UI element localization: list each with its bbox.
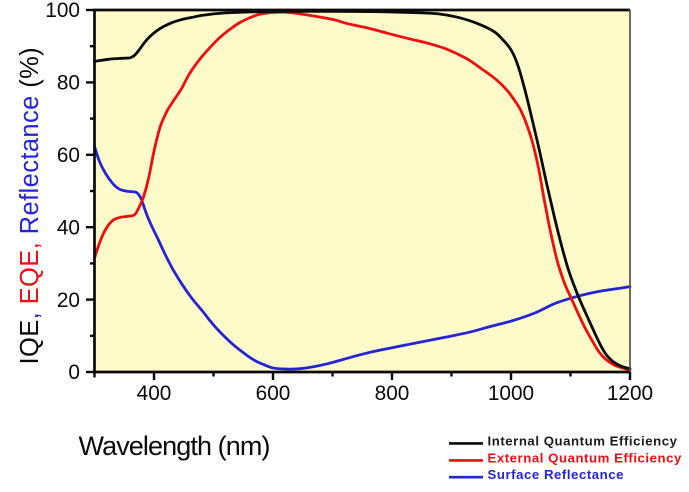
svg-text:80: 80 (57, 72, 80, 95)
svg-text:100: 100 (45, 0, 80, 22)
svg-text:600: 600 (256, 382, 291, 405)
svg-text:Surface Reflectance: Surface Reflectance (488, 467, 625, 482)
svg-text:Wavelength (nm): Wavelength (nm) (79, 431, 270, 461)
svg-text:1200: 1200 (607, 382, 653, 405)
svg-text:External Quantum Efficiency: External Quantum Efficiency (488, 450, 683, 465)
svg-text:0: 0 (68, 361, 80, 384)
svg-text:IQE, EQE, Reflectance (%): IQE, EQE, Reflectance (%) (16, 47, 44, 365)
svg-text:1000: 1000 (488, 382, 534, 405)
svg-text:400: 400 (137, 382, 172, 405)
svg-text:800: 800 (375, 382, 410, 405)
svg-text:20: 20 (57, 289, 80, 312)
svg-text:Internal Quantum Efficiency: Internal Quantum Efficiency (488, 433, 678, 448)
svg-text:40: 40 (57, 216, 80, 239)
svg-text:60: 60 (57, 144, 80, 167)
